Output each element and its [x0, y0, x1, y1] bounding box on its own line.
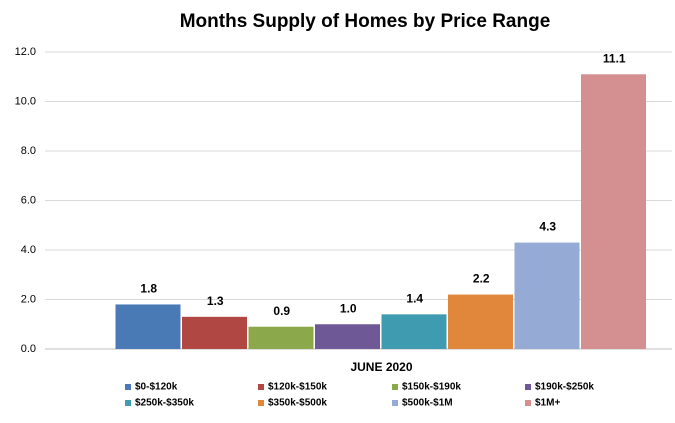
legend-label: $250k-$350k	[135, 398, 194, 409]
legend-label: $0-$120k	[135, 382, 178, 393]
y-tick-label: 6.0	[21, 194, 36, 206]
legend-swatch	[392, 400, 398, 406]
bar	[182, 316, 247, 349]
legend-label: $1M+	[535, 398, 560, 409]
legend-swatch	[125, 384, 131, 390]
value-label: 1.8	[140, 282, 157, 296]
bar	[315, 324, 380, 349]
legend-swatch	[525, 400, 531, 406]
legend-label: $150k-$190k	[402, 382, 461, 393]
y-tick-label: 8.0	[21, 145, 36, 157]
value-label: 1.3	[207, 294, 224, 308]
chart-title: Months Supply of Homes by Price Range	[180, 11, 551, 32]
bar	[115, 304, 181, 349]
bar	[514, 242, 580, 349]
legend-swatch	[125, 400, 131, 406]
value-label: 1.0	[340, 301, 357, 315]
y-tick-label: 10.0	[15, 95, 36, 107]
legend-label: $190k-$250k	[535, 382, 594, 393]
x-tick-label: JUNE 2020	[350, 360, 412, 374]
legend-label: $120k-$150k	[268, 382, 327, 393]
value-label: 11.1	[603, 51, 626, 65]
legend-label: $500k-$1M	[402, 398, 453, 409]
bar	[381, 314, 447, 349]
bar	[448, 294, 513, 349]
y-tick-label: 4.0	[21, 244, 36, 256]
y-tick-label: 12.0	[15, 46, 36, 58]
y-tick-label: 0.0	[21, 343, 36, 355]
legend-swatch	[525, 384, 531, 390]
value-label: 2.2	[473, 272, 490, 286]
value-label: 4.3	[539, 220, 556, 234]
legend-label: $350k-$500k	[268, 398, 327, 409]
legend-swatch	[258, 400, 264, 406]
bar	[581, 74, 646, 350]
value-label: 0.9	[273, 304, 290, 318]
legend-swatch	[258, 384, 264, 390]
y-tick-label: 2.0	[21, 293, 36, 305]
bar	[248, 326, 314, 349]
legend-swatch	[392, 384, 398, 390]
value-label: 1.4	[406, 292, 423, 306]
